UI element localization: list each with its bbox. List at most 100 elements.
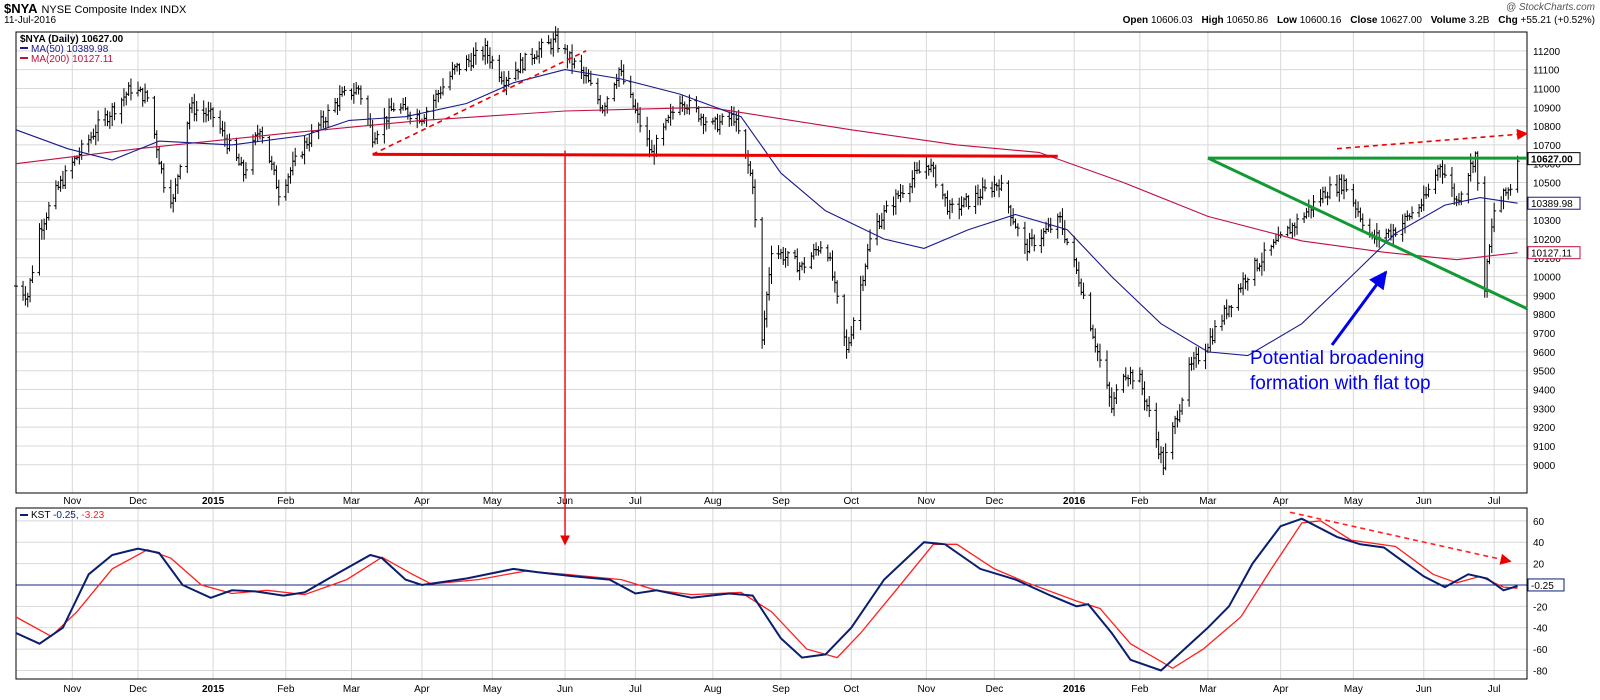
kst-x-tick-11: Oct (843, 684, 859, 695)
price-y-tick-12: 10200 (1533, 235, 1561, 246)
price-y-tick-1: 9100 (1533, 442, 1556, 453)
price-x-tick-10: Sep (772, 496, 790, 507)
legend-ma50: MA(50) 10389.98 (31, 44, 109, 55)
kst-y-tick-2: -40 (1533, 624, 1548, 635)
price-y-tick-9: 9900 (1533, 291, 1556, 302)
price-y-tick-0: 9000 (1533, 461, 1556, 472)
price-panel-frame (15, 31, 1528, 494)
quote-close-value: 10627.00 (1380, 15, 1422, 26)
price-x-tick-19: Jun (1416, 496, 1432, 507)
price-y-tick-3: 9300 (1533, 404, 1556, 415)
price-y-tick-16: 10600 (1533, 160, 1561, 171)
value-badge-1 (1527, 196, 1581, 210)
price-x-tick-20: Jul (1488, 496, 1501, 507)
price-x-tick-9: Aug (704, 496, 722, 507)
kst-x-tick-12: Nov (917, 684, 935, 695)
kst-x-tick-2: 2015 (202, 684, 225, 695)
axes: Nov Nov Dec Dec 2015 2015 Feb Feb Mar Mar Apr Apr Ma… (63, 47, 1581, 695)
ma50-line (15, 69, 1518, 357)
price-x-tick-3: Feb (277, 496, 295, 507)
price-x-tick-16: Mar (1199, 496, 1217, 507)
symbol-title: $NYA NYSE Composite Index INDX (4, 1, 186, 16)
rising-dashed-arrow (1336, 128, 1529, 150)
value-badge-2 (1527, 246, 1581, 260)
price-x-tick-5: Apr (414, 496, 430, 507)
kst-x-tick-17: Apr (1273, 684, 1289, 695)
price-x-tick-17: Apr (1273, 496, 1289, 507)
kst-x-tick-7: Jun (557, 684, 573, 695)
symbol-code: $NYA (4, 1, 38, 16)
legend-kst-text: KST -0.25, -3.23 (31, 510, 105, 521)
kst-x-tick-13: Dec (985, 684, 1003, 695)
legend-kst-value: -0.25, (53, 510, 79, 521)
price-y-tick-15: 10500 (1533, 179, 1561, 190)
price-x-tick-2: 2015 (202, 496, 225, 507)
price-y-tick-5: 9500 (1533, 367, 1556, 378)
price-x-tick-6: May (483, 496, 502, 507)
rising-dashed-trendline (372, 50, 587, 156)
price-y-tick-7: 9700 (1533, 329, 1556, 340)
price-y-tick-11: 10100 (1533, 254, 1561, 265)
price-x-tick-0: Nov (63, 496, 81, 507)
kst-line (15, 517, 1518, 672)
price-x-tick-18: May (1344, 496, 1363, 507)
kst-y-tick-0: -80 (1533, 666, 1548, 677)
support-line (372, 152, 1058, 158)
quote-chg-value: +55.21 (+0.52%) (1520, 15, 1596, 26)
price-y-tick-21: 11100 (1533, 66, 1560, 77)
price-x-tick-15: Feb (1131, 496, 1149, 507)
price-x-tick-12: Nov (917, 496, 935, 507)
kst-y-tick-1: -60 (1533, 645, 1548, 656)
kst-x-tick-20: Jul (1488, 684, 1501, 695)
price-y-tick-4: 9400 (1533, 386, 1556, 397)
kst-y-tick-4: 20 (1533, 560, 1545, 571)
kst-y-tick-6: 60 (1533, 517, 1545, 528)
value-badge-0 (1527, 152, 1581, 166)
legend-ma200-swatch (20, 57, 28, 59)
kst-x-tick-19: Jun (1416, 684, 1432, 695)
kst-x-tick-16: Mar (1199, 684, 1217, 695)
kst-panel-frame (15, 507, 1528, 680)
price-y-tick-6: 9600 (1533, 348, 1556, 359)
quote-open-value: 10606.03 (1150, 15, 1193, 26)
value-badge-text-1: 10389.98 (1531, 199, 1573, 210)
legend-price: $NYA (Daily) 10627.00 (20, 34, 124, 45)
annotation-arrow (1330, 270, 1388, 346)
price-y-tick-8: 9800 (1533, 310, 1556, 321)
legend-kst-swatch (20, 514, 28, 516)
kst-x-tick-14: 2016 (1063, 684, 1086, 695)
price-legend: $NYA (Daily) 10627.00 MA(50) 10389.98 MA… (20, 34, 124, 65)
kst-x-tick-4: Mar (343, 684, 361, 695)
ma200-line (15, 106, 1518, 261)
annotations (372, 50, 1529, 565)
legend-kst-label: KST (31, 510, 50, 521)
kst-zero-badge (1527, 578, 1565, 592)
chart-header: $NYA NYSE Composite Index INDX 11-Jul-201… (0, 0, 1600, 30)
kst-x-tick-8: Jul (629, 684, 642, 695)
price-x-tick-1: Dec (129, 496, 147, 507)
kst-series (15, 517, 1518, 672)
kst-x-tick-0: Nov (63, 684, 81, 695)
price-y-tick-20: 11000 (1533, 84, 1561, 95)
kst-divergence-arrow (1289, 511, 1512, 565)
price-x-tick-11: Oct (843, 496, 859, 507)
kst-x-tick-9: Aug (704, 684, 722, 695)
price-y-tick-19: 10900 (1533, 103, 1561, 114)
price-x-tick-8: Jul (629, 496, 642, 507)
price-x-tick-13: Dec (985, 496, 1003, 507)
kst-x-tick-5: Apr (414, 684, 430, 695)
quote-close-label: Close (1350, 15, 1378, 26)
quote-low-label: Low (1276, 15, 1297, 26)
legend-ma200: MA(200) 10127.11 (31, 54, 114, 65)
quote-high-label: High (1201, 15, 1224, 26)
price-y-tick-18: 10800 (1533, 122, 1561, 133)
kst-x-tick-6: May (483, 684, 502, 695)
price-series (14, 26, 1520, 476)
signal-line (15, 520, 1518, 670)
kst-y-tick-5: 40 (1533, 538, 1545, 549)
price-y-tick-22: 11200 (1533, 47, 1561, 58)
kst-legend: KST -0.25, -3.23 (20, 510, 105, 521)
kst-y-tick-3: -20 (1533, 602, 1548, 613)
falling-broadening-line (1207, 156, 1528, 310)
value-badge-text-0: 10627.00 (1531, 155, 1573, 166)
